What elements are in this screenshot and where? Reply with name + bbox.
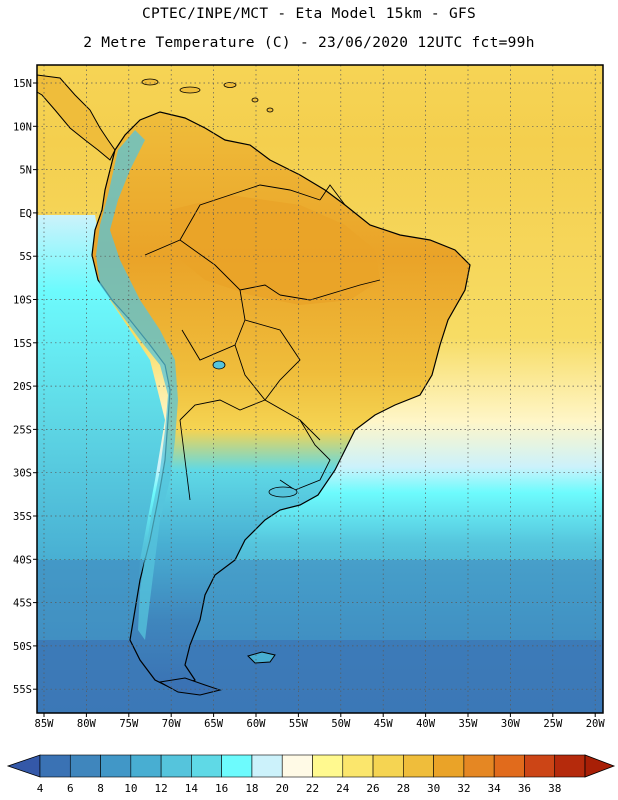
lon-label: 45W [374, 718, 394, 730]
lon-label: 60W [247, 718, 267, 730]
lat-label: 5N [19, 165, 32, 177]
map-frame [36, 64, 604, 714]
country-borders [144, 184, 381, 501]
colorbar-label: 34 [488, 782, 502, 795]
lat-label: EQ [19, 208, 32, 220]
lon-label: 75W [119, 718, 139, 730]
lat-label: 30S [13, 468, 32, 480]
colorbar-label: 26 [366, 782, 379, 795]
tierra-del-fuego [158, 677, 222, 696]
colorbar-label: 12 [154, 782, 167, 795]
colorbar-over-arrow [584, 754, 616, 778]
lon-label: 80W [77, 718, 97, 730]
colorbar-swatch [251, 754, 283, 778]
colorbar-swatch [372, 754, 404, 778]
colorbar-swatch [191, 754, 222, 778]
lake-titicaca [212, 360, 226, 370]
lon-label: 30W [501, 718, 521, 730]
lat-label: 15S [13, 338, 32, 350]
colorbar-label: 14 [185, 782, 199, 795]
latitude-labels: 15N 10N 5N EQ 5S 10S 15S 20S 25S 30S 35S 40S 45S 50S 5… [13, 78, 37, 696]
colorbar-label: 30 [427, 782, 440, 795]
colorbar-label: 10 [124, 782, 137, 795]
lon-label: 35W [459, 718, 479, 730]
colorbar-swatch [524, 754, 556, 778]
caribbean-islands [141, 78, 274, 113]
lon-label: 55W [289, 718, 309, 730]
colorbar-label: 38 [548, 782, 561, 795]
lat-label: 55S [13, 684, 32, 696]
colorbar-swatch [69, 754, 101, 778]
lat-label: 20S [13, 381, 32, 393]
lon-label: 65W [204, 718, 224, 730]
colorbar-swatch [433, 754, 465, 778]
colorbar-swatch [221, 754, 253, 778]
colorbar-label: 32 [457, 782, 470, 795]
colorbar-swatch [281, 754, 313, 778]
colorbar-swatch [39, 754, 71, 778]
colorbar-swatch [160, 754, 192, 778]
colorbar-swatch [342, 754, 374, 778]
colorbar-label: 16 [215, 782, 228, 795]
colorbar-label: 20 [276, 782, 289, 795]
lat-label: 10S [13, 295, 32, 307]
colorbar-label: 24 [336, 782, 350, 795]
colorbar-label: 8 [97, 782, 104, 795]
colorbar-label: 18 [245, 782, 258, 795]
lat-label: 10N [13, 121, 32, 133]
lon-label: 25W [543, 718, 563, 730]
lat-label: 15N [13, 78, 32, 90]
falkland-islands [247, 651, 276, 664]
colorbar-swatch [554, 754, 586, 778]
amazon-warm-core [170, 195, 380, 305]
colorbar-under-arrow [6, 754, 41, 778]
colorbar-label: 28 [397, 782, 410, 795]
lat-label: 50S [13, 641, 32, 653]
colorbar-swatch [493, 754, 525, 778]
lon-label: 20W [586, 718, 606, 730]
longitude-labels: 85W 80W 75W 70W 65W 60W 55W 50W 45W 40W 35W 30W 25W 2… [35, 713, 606, 730]
andes-cold-strip [96, 130, 178, 640]
colorbar-label: 4 [37, 782, 44, 795]
colorbar-swatch [463, 754, 495, 778]
map-subtitle: 2 Metre Temperature (C) - 23/06/2020 12U… [83, 35, 535, 51]
map-title: CPTEC/INPE/MCT - Eta Model 15km - GFS [141, 6, 477, 22]
lat-label: 40S [13, 554, 32, 566]
lon-label: 50W [331, 718, 351, 730]
colorbar-label: 6 [67, 782, 74, 795]
colorbar-swatch [312, 754, 344, 778]
lat-label: 5S [19, 251, 32, 263]
colorbar-swatch [100, 754, 132, 778]
colorbar: 4 6 8 10 12 14 16 18 20 22 24 26 28 30 32 34 36 38 [6, 754, 616, 795]
lon-label: 70W [162, 718, 182, 730]
colorbar-swatch [403, 754, 434, 778]
graticule [37, 65, 603, 713]
colorbar-label: 22 [306, 782, 319, 795]
lat-label: 35S [13, 511, 32, 523]
lon-label: 85W [35, 718, 55, 730]
colorbar-label: 36 [518, 782, 531, 795]
lat-label: 25S [13, 424, 32, 436]
lon-label: 40W [416, 718, 436, 730]
lagoon [268, 486, 298, 498]
colorbar-swatch [130, 754, 162, 778]
central-america [37, 74, 116, 161]
lat-label: 45S [13, 598, 32, 610]
